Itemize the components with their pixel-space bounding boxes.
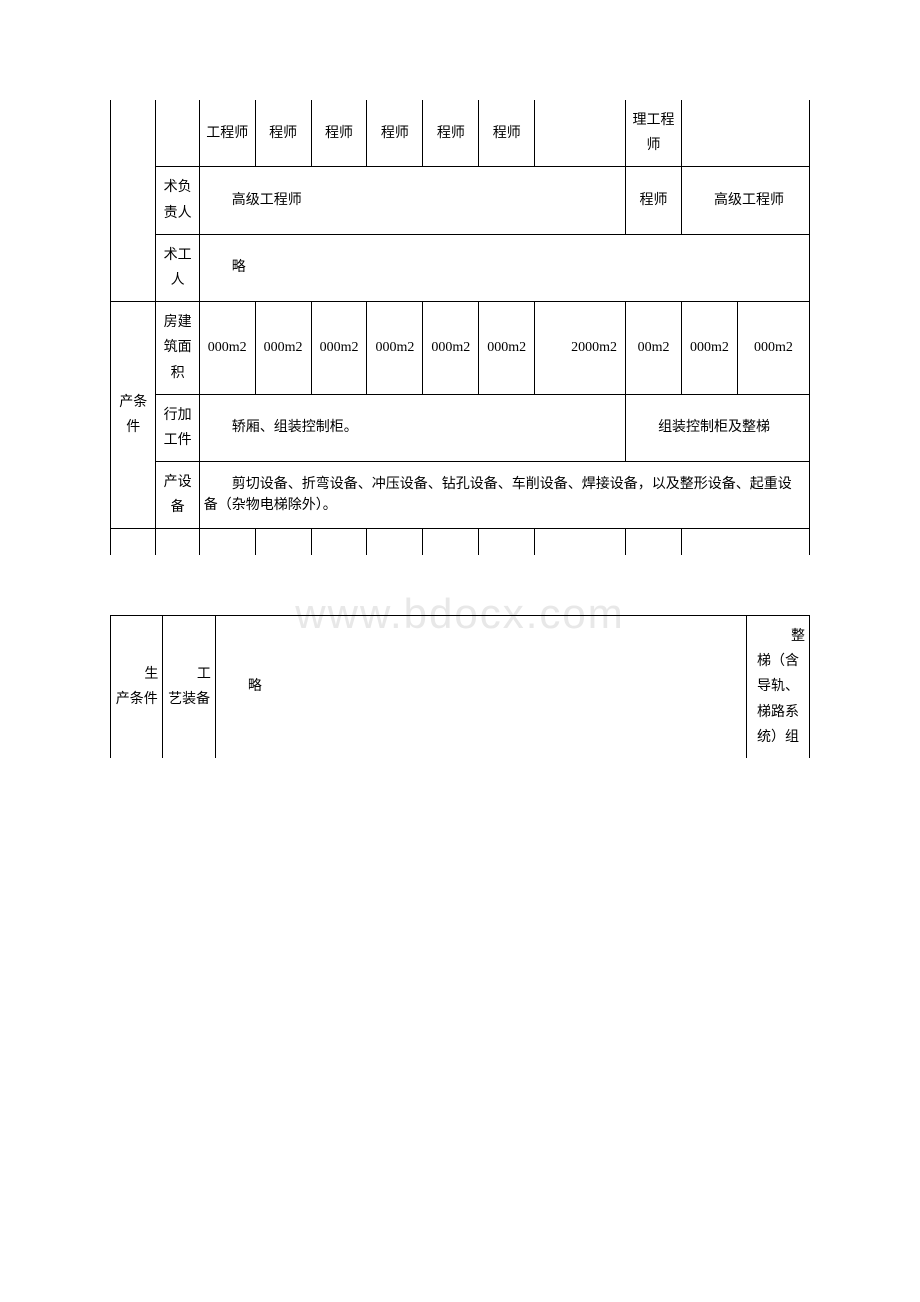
cell bbox=[535, 529, 626, 555]
cell: 000m2 bbox=[311, 302, 367, 395]
table-1: 工程师 程师 程师 程师 程师 程师 理工程师 术负责人 高级工程师 程师 高级… bbox=[110, 100, 810, 555]
cell bbox=[681, 529, 809, 555]
table-row: 产条件 房建筑面积 000m2 000m2 000m2 000m2 000m2 … bbox=[111, 302, 810, 395]
cell: 理工程师 bbox=[626, 100, 682, 167]
cell: 000m2 bbox=[737, 302, 809, 395]
cell: 000m2 bbox=[255, 302, 311, 395]
cell bbox=[681, 100, 809, 167]
cell bbox=[255, 529, 311, 555]
cell: 程师 bbox=[255, 100, 311, 167]
cell: 组装控制柜及整梯 bbox=[626, 394, 810, 461]
cell: 略 bbox=[215, 615, 746, 757]
cell: 000m2 bbox=[367, 302, 423, 395]
cell: 术工人 bbox=[156, 234, 199, 301]
cell bbox=[156, 529, 199, 555]
cell: 000m2 bbox=[199, 302, 255, 395]
cell: 程师 bbox=[479, 100, 535, 167]
cell: 略 bbox=[199, 234, 809, 301]
cell: 000m2 bbox=[681, 302, 737, 395]
table-row: 工程师 程师 程师 程师 程师 程师 理工程师 bbox=[111, 100, 810, 167]
cell: 000m2 bbox=[479, 302, 535, 395]
cell: 程师 bbox=[367, 100, 423, 167]
cell: 整梯（含导轨、梯路系统）组 bbox=[747, 615, 810, 757]
cell bbox=[111, 100, 156, 302]
cell: 000m2 bbox=[423, 302, 479, 395]
cell: 轿厢、组装控制柜。 bbox=[199, 394, 625, 461]
cell bbox=[626, 529, 682, 555]
cell bbox=[423, 529, 479, 555]
cell bbox=[199, 529, 255, 555]
cell: 高级工程师 bbox=[681, 167, 809, 234]
cell: 行加工件 bbox=[156, 394, 199, 461]
table-row: 术工人 略 bbox=[111, 234, 810, 301]
cell: 工程师 bbox=[199, 100, 255, 167]
cell: 2000m2 bbox=[535, 302, 626, 395]
cell bbox=[156, 100, 199, 167]
cell: 房建筑面积 bbox=[156, 302, 199, 395]
cell: 程师 bbox=[626, 167, 682, 234]
table-row: 行加工件 轿厢、组装控制柜。 组装控制柜及整梯 bbox=[111, 394, 810, 461]
table-row: 术负责人 高级工程师 程师 高级工程师 bbox=[111, 167, 810, 234]
cell: 产条件 bbox=[111, 302, 156, 529]
table-row bbox=[111, 529, 810, 555]
cell bbox=[535, 100, 626, 167]
cell bbox=[367, 529, 423, 555]
table-row: 生产条件 工艺装备 略 整梯（含导轨、梯路系统）组 bbox=[111, 615, 810, 757]
cell: 术负责人 bbox=[156, 167, 199, 234]
cell bbox=[311, 529, 367, 555]
table-row: 产设备 剪切设备、折弯设备、冲压设备、钻孔设备、车削设备、焊接设备，以及整形设备… bbox=[111, 462, 810, 529]
cell bbox=[479, 529, 535, 555]
cell: 程师 bbox=[311, 100, 367, 167]
cell: 生产条件 bbox=[111, 615, 163, 757]
table-2: 生产条件 工艺装备 略 整梯（含导轨、梯路系统）组 bbox=[110, 615, 810, 758]
cell: 工艺装备 bbox=[163, 615, 215, 757]
cell: 产设备 bbox=[156, 462, 199, 529]
cell: 00m2 bbox=[626, 302, 682, 395]
cell: 程师 bbox=[423, 100, 479, 167]
cell: 剪切设备、折弯设备、冲压设备、钻孔设备、车削设备、焊接设备，以及整形设备、起重设… bbox=[199, 462, 809, 529]
cell bbox=[111, 529, 156, 555]
cell: 高级工程师 bbox=[199, 167, 625, 234]
